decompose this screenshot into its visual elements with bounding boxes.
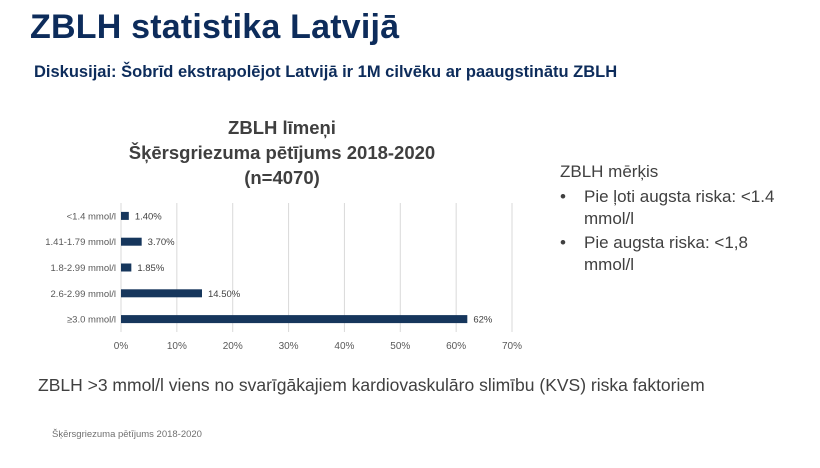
target-heading: ZBLH mērķis [560,162,659,181]
bullet-icon: • [560,233,566,252]
target-item-text: Pie augsta riska: <1,8 mmol/l [584,233,748,274]
x-tick-label: 60% [446,341,466,352]
bar [121,289,202,298]
data-label: 14.50% [208,289,241,300]
page-title: ZBLH statistika Latvijā [30,8,400,46]
source-note: Šķērsgriezuma pētījums 2018-2020 [52,429,202,440]
x-tick-label: 0% [114,341,129,352]
x-tick-label: 40% [334,341,354,352]
bar [121,237,142,246]
target-item-very-high-risk: • Pie ļoti augsta riska: <1.4 mmol/l [560,186,794,230]
chart-title-line: Šķērsgriezuma pētījums 2018-2020 [128,142,436,163]
category-label: ≥3.0 mmol/l [67,315,116,326]
target-list: • Pie ļoti augsta riska: <1.4 mmol/l • P… [560,186,794,276]
page-subtitle: Diskusijai: Šobrīd ekstrapolējot Latvijā… [34,63,618,81]
data-label: 62% [473,315,493,326]
x-tick-label: 50% [390,341,410,352]
risk-statement: ZBLH >3 mmol/l viens no svarīgākajiem ka… [38,375,705,395]
data-label: 1.40% [135,211,162,222]
data-label: 3.70% [148,237,175,248]
target-panel: ZBLH mērķis • Pie ļoti augsta riska: <1.… [560,162,794,278]
x-tick-label: 70% [502,341,522,352]
data-label: 1.85% [137,263,164,274]
bar [121,211,129,220]
category-label: 2.6-2.99 mmol/l [51,289,116,300]
x-tick-label: 10% [167,341,187,352]
category-label: 1.41-1.79 mmol/l [45,237,116,248]
x-tick-label: 20% [223,341,243,352]
chart-title-line: ZBLH līmeņi [228,117,336,138]
bar [121,263,132,272]
category-label: 1.8-2.99 mmol/l [51,263,116,274]
chart-title-line: (n=4070) [244,167,320,188]
target-item-high-risk: • Pie augsta riska: <1,8 mmol/l [560,232,794,276]
bullet-icon: • [560,187,566,206]
chart-title: ZBLH līmeņi Šķērsgriezuma pētījums 2018-… [90,115,474,190]
target-item-text: Pie ļoti augsta riska: <1.4 mmol/l [584,187,775,228]
bar [121,315,468,324]
x-tick-label: 30% [279,341,299,352]
category-label: <1.4 mmol/l [67,211,116,222]
